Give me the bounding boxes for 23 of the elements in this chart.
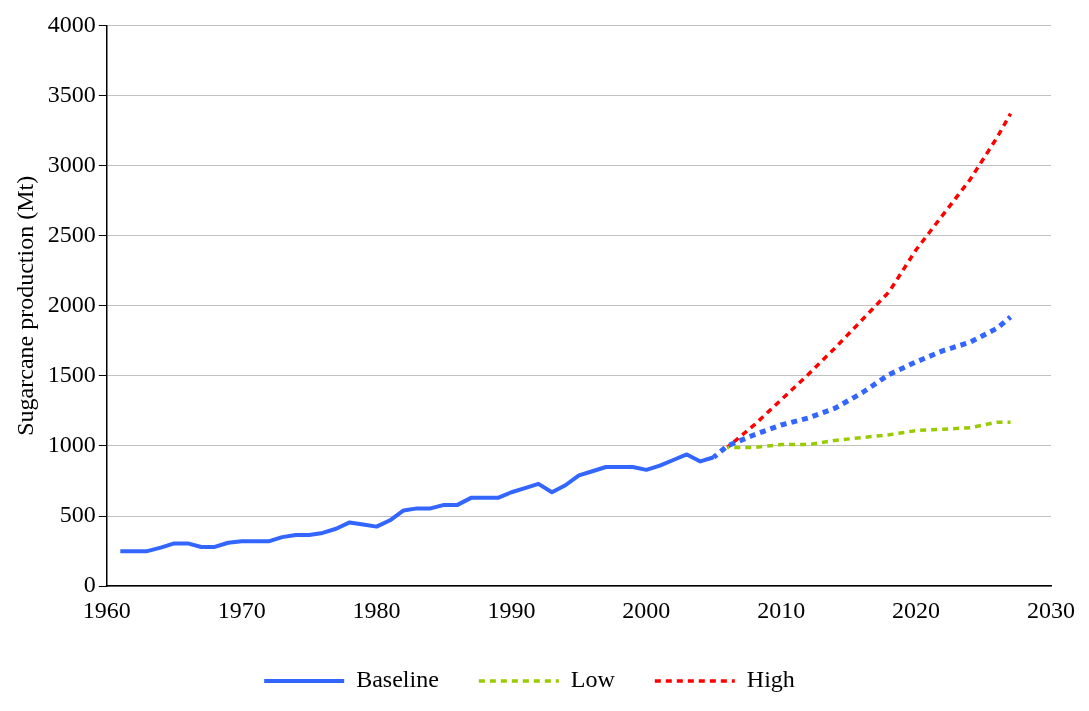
legend-label: High	[746, 666, 795, 693]
y-tick-label: 1500	[47, 361, 96, 388]
x-tick-label: 2000	[622, 596, 671, 623]
x-tick-label: 2030	[1027, 596, 1075, 623]
x-tick-label: 1960	[82, 596, 131, 623]
y-tick-label: 2000	[47, 291, 96, 318]
y-tick-label: 4000	[47, 10, 96, 37]
y-tick-label: 500	[59, 501, 96, 528]
line-series	[725, 111, 1013, 450]
x-tick-label: 1970	[217, 596, 266, 623]
y-tick-label: 3500	[47, 80, 96, 107]
x-tick-label: 2010	[757, 596, 806, 623]
x-tick-label: 2020	[892, 596, 941, 623]
y-tick-label: 0	[83, 571, 96, 598]
x-tick-label: 1980	[352, 596, 401, 623]
legend-label: Low	[570, 666, 616, 693]
y-tick-label: 2500	[47, 221, 96, 247]
y-tick-label: 1000	[47, 431, 96, 458]
y-axis-title: Sugarcane production (Mt)	[11, 175, 38, 436]
y-tick-label: 3000	[47, 150, 96, 177]
line-series	[725, 420, 1013, 450]
x-tick-label: 1990	[487, 596, 536, 623]
legend-label: Baseline	[356, 666, 439, 693]
